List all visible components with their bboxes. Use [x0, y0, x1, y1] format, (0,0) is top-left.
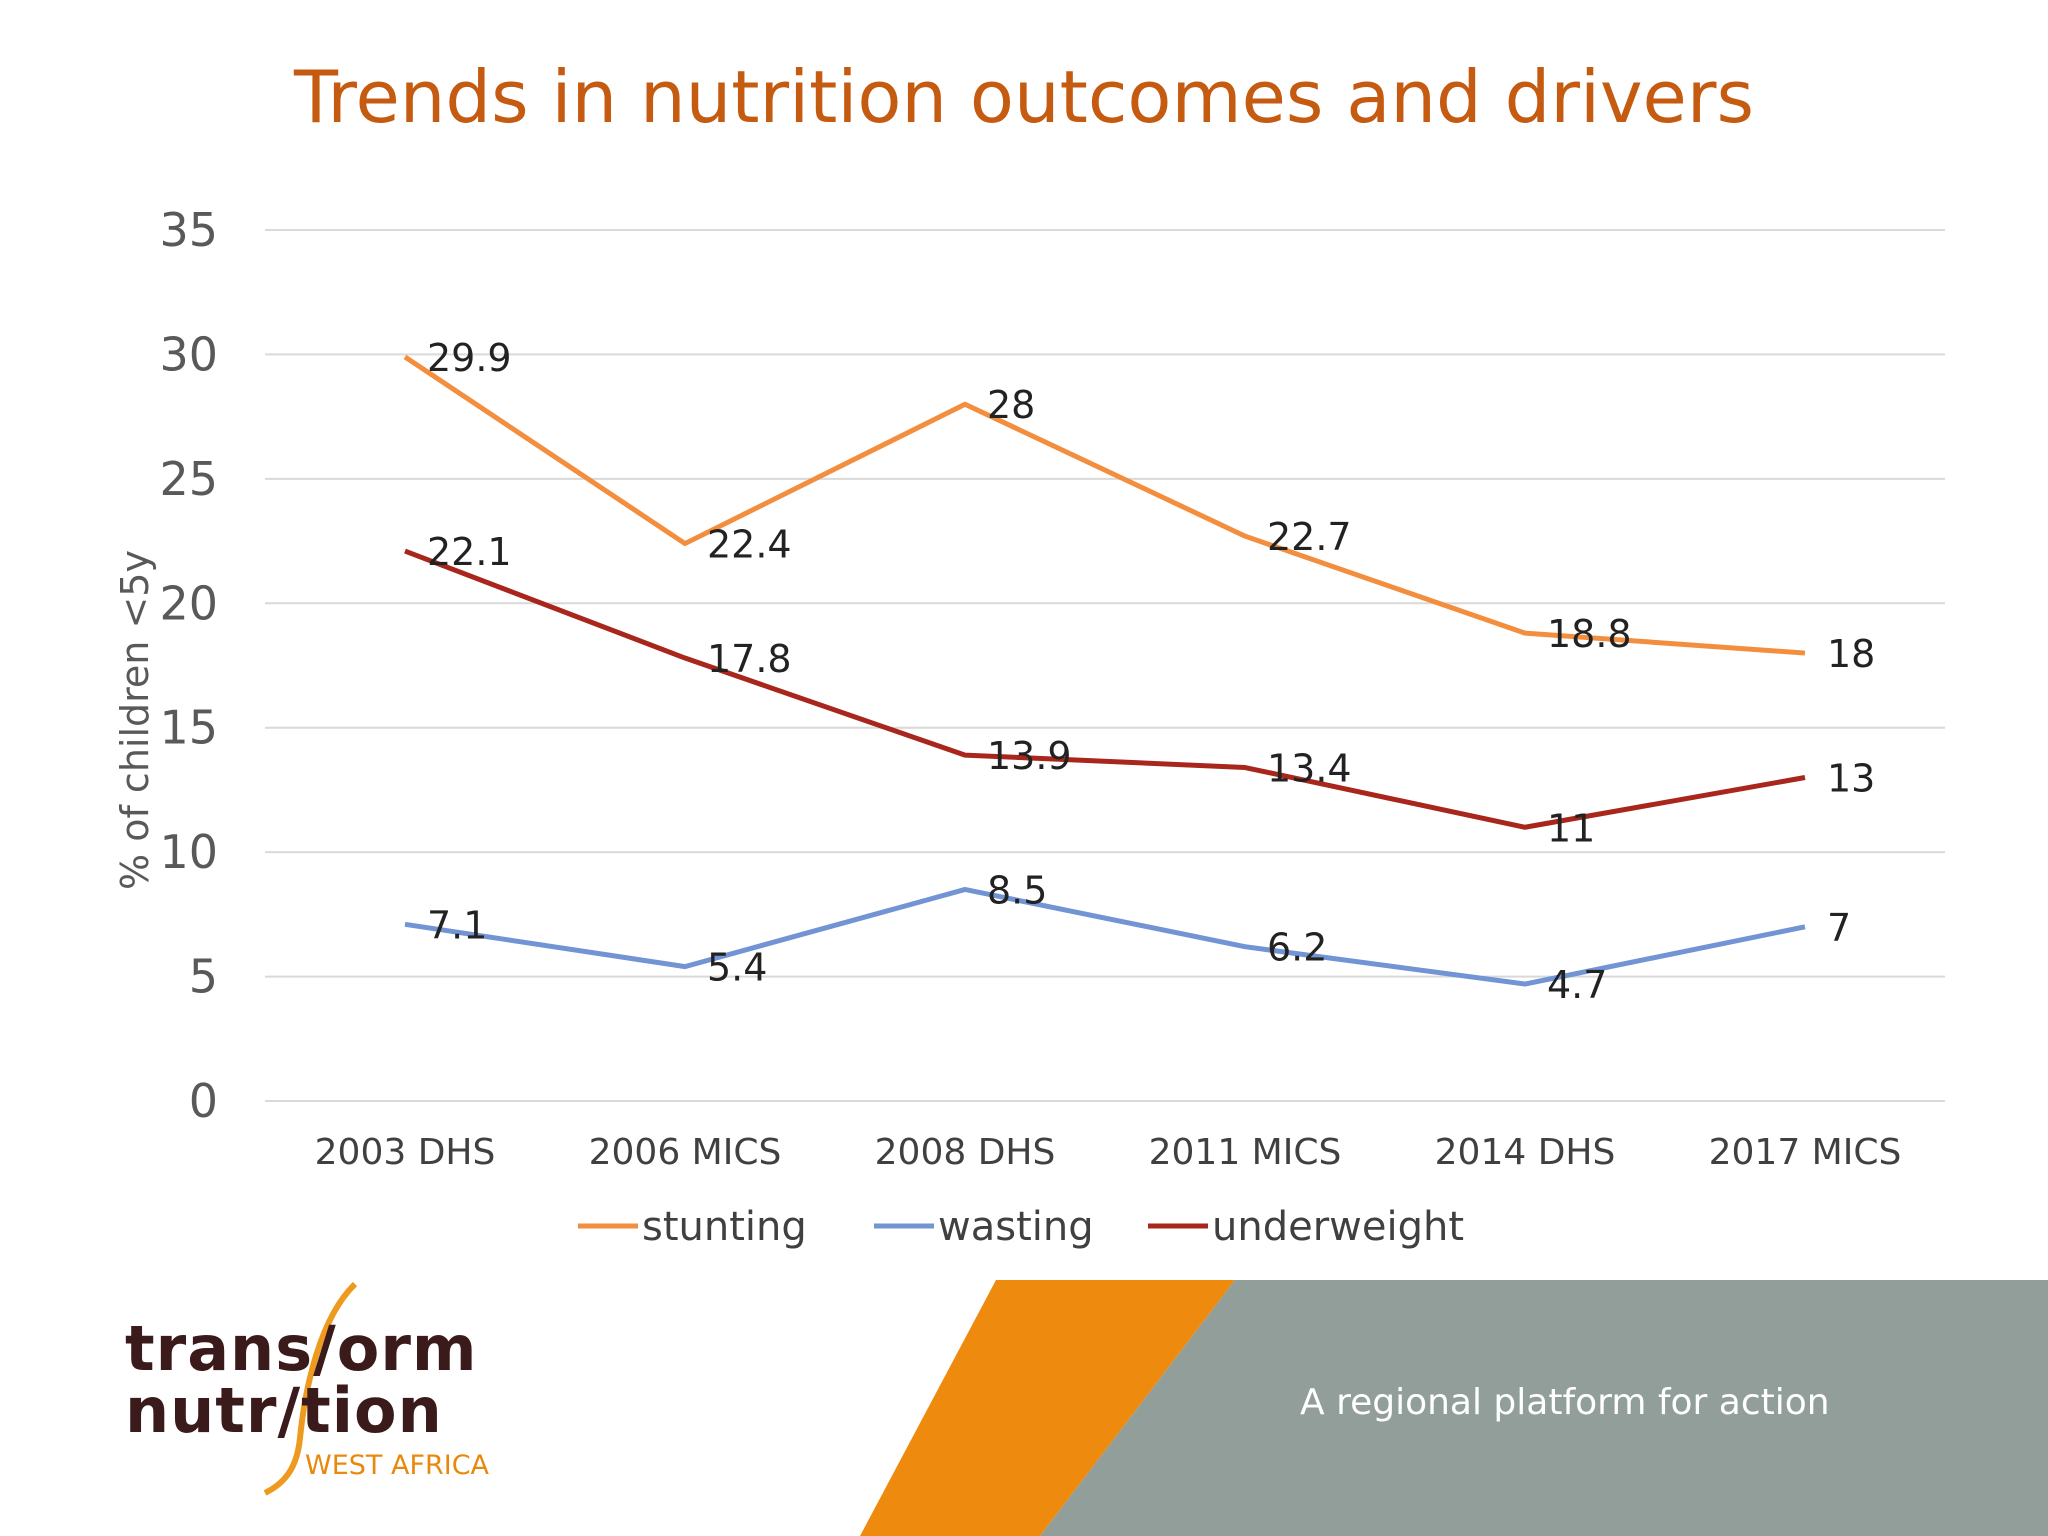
data-label: 22.7 — [1267, 515, 1352, 559]
y-tick-label: 10 — [159, 825, 218, 879]
x-tick-label: 2006 MICS — [589, 1132, 782, 1173]
transform-nutrition-logo: trans/orm nutr/tion WEST AFRICA — [125, 1278, 515, 1498]
data-label: 29.9 — [427, 336, 512, 380]
x-tick-label: 2003 DHS — [315, 1132, 496, 1173]
data-label: 13.4 — [1267, 747, 1352, 791]
y-tick-label: 30 — [159, 327, 218, 381]
x-axis-ticks: 2003 DHS 2006 MICS 2008 DHS 2011 MICS 2014 D… — [315, 1132, 1902, 1173]
y-axis-ticks: 0 5 10 15 20 25 30 35 — [159, 203, 218, 1128]
x-tick-label: 2014 DHS — [1435, 1132, 1616, 1173]
x-tick-label: 2017 MICS — [1709, 1132, 1902, 1173]
stunting-line — [403, 354, 1806, 656]
underweight-line — [404, 548, 1806, 830]
logo-swoosh-icon — [263, 1281, 358, 1496]
y-tick-label: 15 — [159, 701, 218, 755]
legend: stunting wasting underweight — [578, 1204, 1464, 1250]
y-tick-label: 5 — [189, 950, 218, 1004]
legend-label-underweight: underweight — [1212, 1204, 1464, 1250]
data-label: 11 — [1547, 806, 1595, 850]
gridlines — [265, 229, 1945, 1102]
logo-line-1: trans/orm — [125, 1312, 478, 1385]
logo-line-2: nutr/tion — [125, 1374, 443, 1447]
data-label: 8.5 — [987, 868, 1047, 912]
logo-subtitle: WEST AFRICA — [305, 1450, 490, 1481]
x-tick-label: 2008 DHS — [875, 1132, 1056, 1173]
data-label: 7 — [1827, 906, 1851, 950]
y-tick-label: 25 — [159, 452, 218, 506]
data-label: 18 — [1827, 632, 1875, 676]
data-label: 6.2 — [1267, 926, 1327, 970]
data-label: 5.4 — [707, 946, 767, 990]
y-tick-label: 35 — [159, 203, 218, 257]
footer-grey-band — [1040, 1280, 2048, 1536]
slide-title: Trends in nutrition outcomes and drivers — [294, 55, 1754, 139]
footer-tagline: A regional platform for action — [1300, 1382, 1830, 1423]
data-labels: 29.9 22.4 28 22.7 18.8 18 7.1 5.4 8.5 6.2 4.7 7 22.1… — [427, 336, 1875, 1007]
y-axis-title: % of children <5y — [113, 550, 157, 890]
x-tick-label: 2011 MICS — [1149, 1132, 1342, 1173]
data-label: 13 — [1827, 756, 1875, 800]
y-tick-label: 20 — [159, 576, 218, 630]
data-label: 13.9 — [987, 734, 1072, 778]
data-label: 22.4 — [707, 523, 792, 567]
series-lines — [403, 354, 1806, 987]
data-label: 22.1 — [427, 530, 512, 574]
data-label: 28 — [987, 383, 1035, 427]
footer-orange-band — [860, 1280, 1235, 1536]
data-label: 7.1 — [427, 903, 487, 947]
y-tick-label: 0 — [189, 1074, 218, 1128]
wasting-line — [404, 886, 1806, 987]
legend-label-stunting: stunting — [642, 1204, 807, 1250]
legend-label-wasting: wasting — [938, 1204, 1094, 1250]
data-label: 18.8 — [1547, 612, 1632, 656]
data-label: 17.8 — [707, 637, 792, 681]
data-label: 4.7 — [1547, 963, 1607, 1007]
footer-band — [860, 1280, 2048, 1536]
